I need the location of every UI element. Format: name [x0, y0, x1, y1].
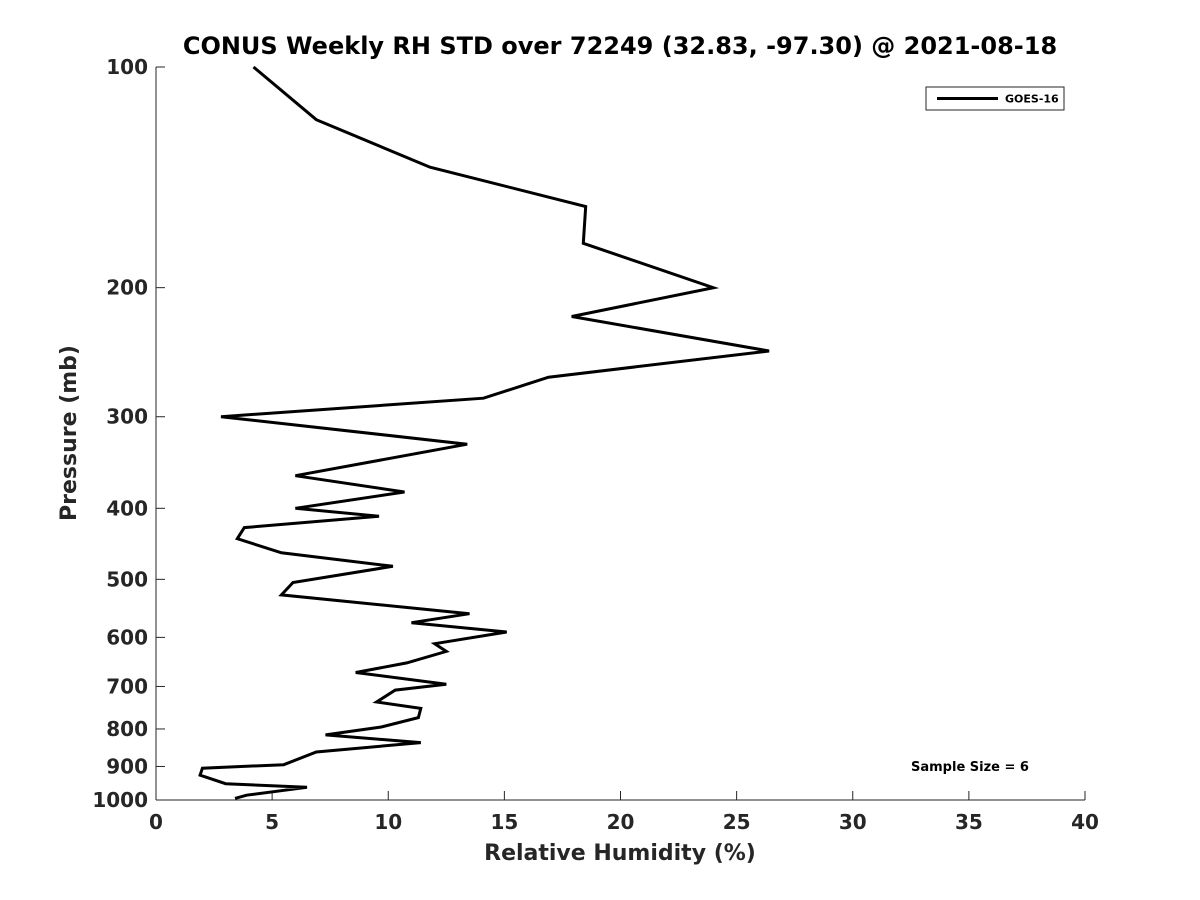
x-tick-label: 20 — [607, 810, 635, 834]
y-tick-label: 100 — [106, 55, 148, 79]
x-tick-label: 35 — [955, 810, 983, 834]
y-tick-label: 200 — [106, 276, 148, 300]
x-tick-label: 0 — [149, 810, 163, 834]
y-axis-ticks: 100 200 300 400 500 600 700 800 900 1000 — [92, 55, 165, 812]
y-tick-label: 800 — [106, 717, 148, 741]
y-tick-label: 600 — [106, 625, 148, 649]
chart-title: CONUS Weekly RH STD over 72249 (32.83, -… — [183, 32, 1057, 60]
x-tick-label: 25 — [723, 810, 751, 834]
y-tick-label: 1000 — [92, 788, 148, 812]
y-tick-label: 400 — [106, 496, 148, 520]
x-tick-label: 10 — [374, 810, 402, 834]
legend: GOES-16 — [925, 86, 1065, 111]
x-axis-label: Relative Humidity (%) — [484, 841, 756, 866]
y-axis-label: Pressure (mb) — [57, 345, 82, 521]
y-tick-label: 900 — [106, 754, 148, 778]
x-tick-label: 30 — [839, 810, 867, 834]
x-tick-label: 15 — [490, 810, 518, 834]
legend-label-goes-16: GOES-16 — [1005, 93, 1059, 106]
y-tick-label: 300 — [106, 405, 148, 429]
x-tick-label: 5 — [265, 810, 279, 834]
y-tick-label: 500 — [106, 567, 148, 591]
y-tick-label: 700 — [106, 674, 148, 698]
sample-size-annotation: Sample Size = 6 — [911, 760, 1029, 775]
x-tick-label: 40 — [1071, 810, 1099, 834]
x-axis-ticks: 0 5 10 15 20 25 30 35 40 — [149, 791, 1099, 834]
series-line-goes-16 — [198, 65, 770, 800]
